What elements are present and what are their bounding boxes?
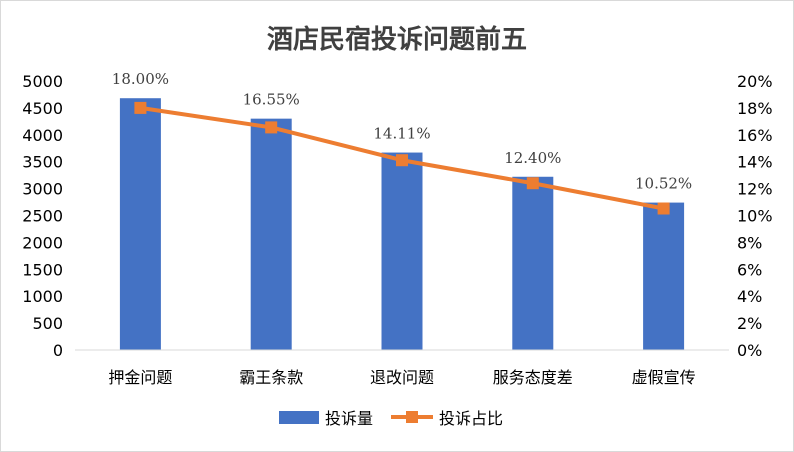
bar — [381, 152, 423, 350]
right-axis-tick-label: 6% — [737, 260, 762, 279]
data-label: 18.00% — [112, 70, 169, 88]
left-axis-tick-label: 500 — [32, 314, 63, 333]
bar — [512, 176, 554, 350]
right-axis-tick-label: 2% — [737, 314, 762, 333]
bar — [119, 98, 161, 350]
right-axis-tick-label: 0% — [737, 341, 762, 360]
right-axis-tick-label: 4% — [737, 287, 762, 306]
line-marker — [526, 177, 539, 190]
left-axis-tick-label: 0 — [53, 341, 63, 360]
chart-title: 酒店民宿投诉问题前五 — [266, 25, 527, 55]
right-axis-tick-label: 8% — [737, 233, 762, 252]
right-axis-tick-label: 20% — [737, 72, 773, 91]
right-axis-tick-label: 10% — [737, 207, 773, 226]
left-axis-tick-label: 2500 — [22, 207, 63, 226]
legend-line-marker — [406, 411, 418, 423]
data-label: 16.55% — [243, 91, 300, 109]
legend-bar-swatch — [279, 411, 319, 424]
bar — [643, 202, 685, 350]
x-axis-tick-label: 虚假宣传 — [632, 368, 696, 387]
line-marker — [396, 154, 408, 167]
x-axis-tick-label: 霸王条款 — [239, 368, 303, 387]
right-axis-tick-label: 18% — [737, 99, 773, 118]
right-axis-tick-label: 12% — [737, 180, 773, 199]
legend-label: 投诉量 — [325, 409, 373, 428]
data-label: 12.40% — [504, 149, 561, 167]
data-label: 14.11% — [373, 125, 430, 143]
left-axis-tick-label: 2000 — [22, 233, 63, 252]
left-axis-tick-label: 3500 — [22, 153, 63, 172]
left-axis-tick-label: 1000 — [22, 287, 63, 306]
line-marker — [657, 202, 670, 215]
left-axis-tick-label: 4000 — [22, 126, 63, 145]
line-marker — [134, 101, 147, 114]
left-axis-tick-label: 5000 — [22, 72, 63, 91]
data-label: 10.52% — [635, 175, 692, 193]
bar — [250, 118, 292, 350]
x-axis-tick-label: 退改问题 — [370, 368, 434, 387]
left-axis-tick-label: 4500 — [22, 99, 63, 118]
left-axis-tick-label: 3000 — [22, 180, 63, 199]
right-axis-tick-label: 14% — [737, 153, 773, 172]
legend-label: 投诉占比 — [439, 409, 503, 428]
right-axis-tick-label: 16% — [737, 126, 773, 145]
left-axis-tick-label: 1500 — [22, 260, 63, 279]
x-axis-tick-label: 押金问题 — [108, 368, 172, 387]
x-axis-tick-label: 服务态度差 — [493, 368, 573, 387]
line-marker — [265, 121, 278, 134]
